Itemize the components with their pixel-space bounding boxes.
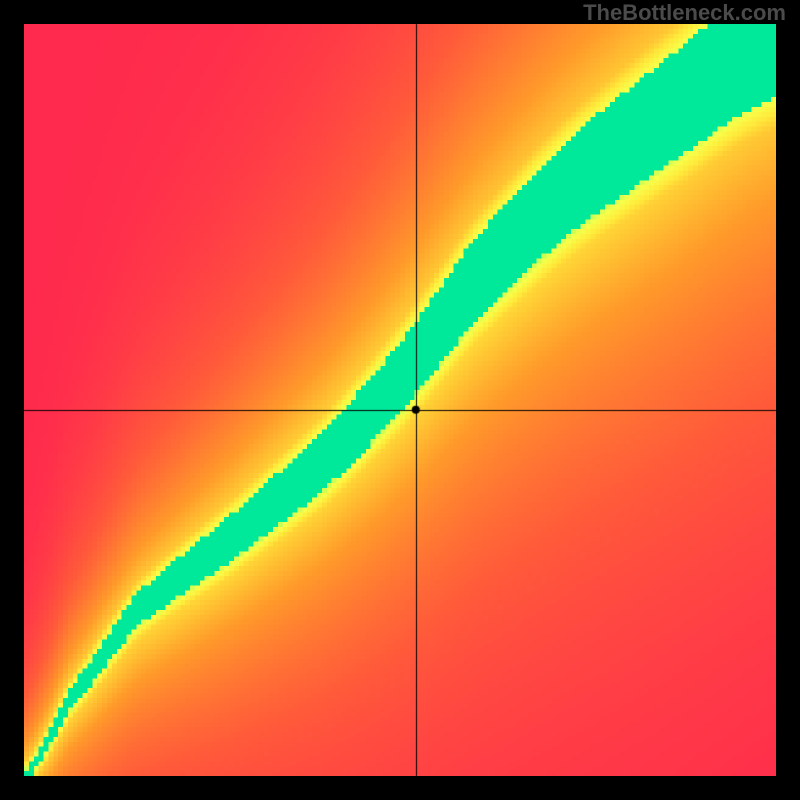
watermark-label: TheBottleneck.com xyxy=(583,0,786,26)
chart-container: TheBottleneck.com xyxy=(0,0,800,800)
crosshair-overlay xyxy=(0,0,800,800)
